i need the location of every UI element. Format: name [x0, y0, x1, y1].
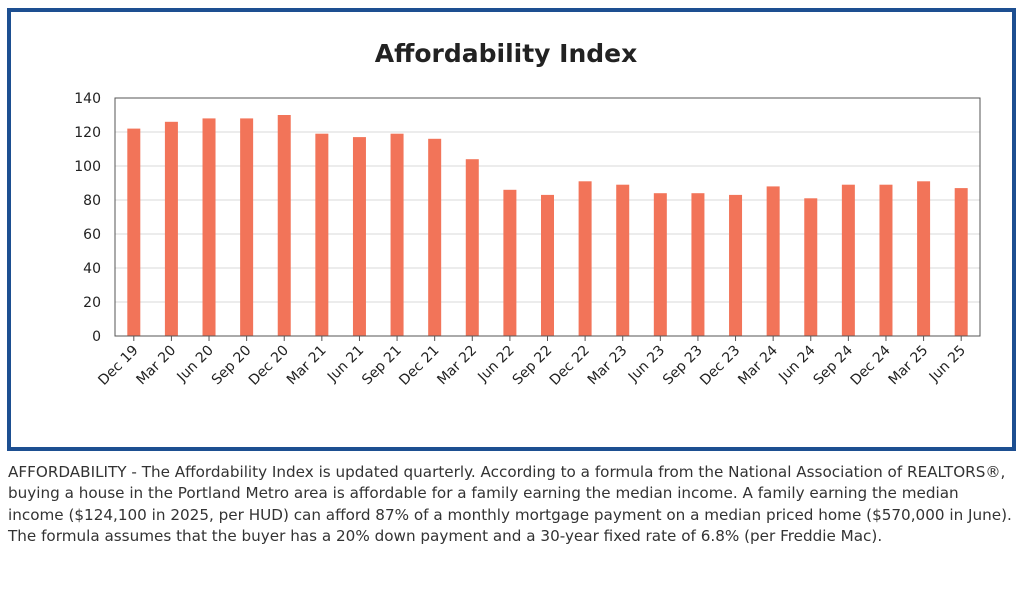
x-tick-label: Jun 25: [926, 343, 969, 386]
bar: [277, 115, 291, 336]
y-tick-label: 100: [74, 159, 101, 175]
bar: [541, 194, 554, 336]
axes: [114, 97, 981, 341]
x-tick-label: Dec 21: [396, 343, 442, 389]
bar: [202, 118, 216, 337]
y-tick-label: 40: [83, 261, 101, 277]
bar: [653, 193, 667, 336]
bar: [766, 186, 780, 336]
x-tick-label: Dec 20: [246, 343, 292, 389]
bar: [879, 184, 893, 336]
y-tick-labels: 0 20 40 60 80 100 120 140: [74, 91, 101, 345]
bar: [578, 181, 592, 336]
y-tick-label: 20: [83, 295, 101, 311]
bar: [465, 159, 479, 336]
x-tick-label: Sep 22: [510, 343, 556, 389]
bar: [352, 137, 366, 336]
x-tick-label: Mar 24: [735, 342, 781, 388]
bar: [841, 184, 855, 336]
x-tick-label: Sep 21: [359, 343, 405, 389]
bar: [616, 184, 630, 336]
bar: [240, 118, 254, 337]
x-tick-label: Mar 21: [284, 343, 330, 389]
bar: [917, 181, 931, 336]
x-tick-label: Sep 20: [209, 343, 255, 389]
chart-title: Affordability Index: [375, 39, 638, 68]
bar: [390, 133, 404, 336]
chart-caption: AFFORDABILITY - The Affordability Index …: [8, 463, 1012, 546]
x-tick-label: Sep 23: [660, 343, 706, 389]
bar: [164, 121, 178, 336]
x-tick-label: Dec 23: [697, 343, 743, 389]
y-tick-label: 0: [92, 329, 101, 345]
x-tick-label: Mar 23: [585, 343, 631, 389]
x-tick-label: Sep 24: [810, 342, 856, 388]
x-tick-label: Mar 25: [886, 343, 932, 389]
bars: [127, 115, 968, 337]
chart-frame: Affordability Index 0 20 40 60 80 100 120 140 D…: [7, 8, 1016, 451]
x-tick-label: Mar 20: [134, 343, 180, 389]
bar: [315, 133, 329, 336]
x-tick-label: Dec 19: [95, 343, 141, 389]
bar: [127, 128, 141, 336]
bar: [954, 188, 968, 336]
bar: [691, 193, 705, 336]
bar: [804, 198, 818, 336]
affordability-chart: Affordability Index 0 20 40 60 80 100 120 140 D…: [74, 39, 981, 389]
y-tick-label: 80: [83, 193, 101, 209]
bar: [428, 138, 442, 336]
x-tick-label: Dec 24: [848, 342, 894, 388]
x-tick-label: Dec 22: [547, 343, 593, 389]
x-tick-label: Mar 22: [434, 343, 480, 389]
y-tick-label: 120: [74, 125, 101, 141]
y-tick-label: 60: [83, 227, 101, 243]
bar: [729, 194, 743, 336]
bar: [503, 189, 517, 336]
y-tick-label: 140: [74, 91, 101, 107]
